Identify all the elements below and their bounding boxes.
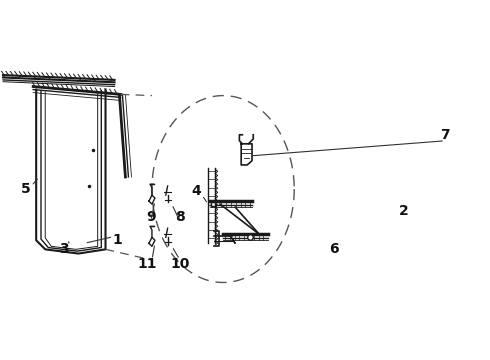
Text: 8: 8 <box>175 210 185 224</box>
Text: 2: 2 <box>399 204 409 219</box>
Text: 9: 9 <box>146 210 155 224</box>
Text: 1: 1 <box>113 233 122 247</box>
Text: 10: 10 <box>170 257 189 271</box>
Text: 11: 11 <box>137 257 157 271</box>
Text: 4: 4 <box>192 184 201 198</box>
Text: 6: 6 <box>329 242 339 256</box>
Text: 3: 3 <box>59 242 69 256</box>
Text: 5: 5 <box>21 182 30 196</box>
Text: 7: 7 <box>440 128 450 142</box>
